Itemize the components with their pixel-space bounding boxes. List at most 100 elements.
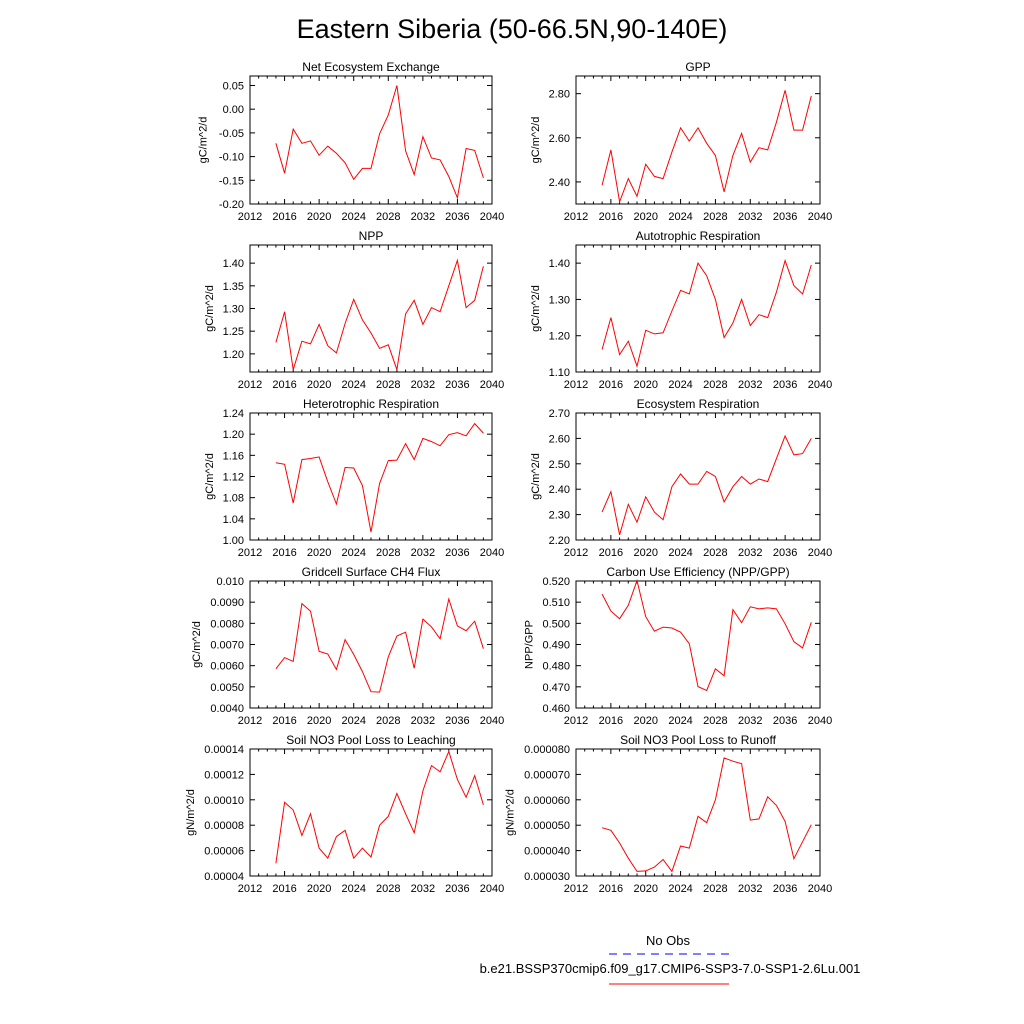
chart-panel: Heterotrophic Respiration 2012 2016 2020 202… bbox=[204, 397, 504, 559]
x-tick-label: 2032 bbox=[738, 715, 762, 727]
x-tick-label: 2028 bbox=[376, 211, 400, 223]
y-tick-label: 1.12 bbox=[223, 472, 244, 484]
x-tick-label: 2036 bbox=[445, 211, 469, 223]
x-tick-label: 2024 bbox=[341, 883, 365, 895]
x-tick-label: 2020 bbox=[633, 379, 657, 391]
y-tick-label: 0.000030 bbox=[524, 871, 570, 883]
chart-panel: Carbon Use Efficiency (NPP/GPP) 2012 2016 2… bbox=[524, 565, 833, 727]
series-line bbox=[275, 85, 484, 200]
x-tick-label: 2016 bbox=[272, 211, 296, 223]
x-tick-label: 2036 bbox=[773, 883, 797, 895]
chart-title: Heterotrophic Respiration bbox=[303, 397, 439, 411]
y-tick-label: 1.20 bbox=[549, 331, 570, 343]
x-tick-label: 2020 bbox=[307, 211, 331, 223]
x-tick-label: 2028 bbox=[376, 715, 400, 727]
x-tick-label: 2020 bbox=[633, 715, 657, 727]
x-tick-label: 2028 bbox=[703, 379, 727, 391]
x-tick-label: 2012 bbox=[564, 715, 588, 727]
x-tick-label: 2028 bbox=[376, 379, 400, 391]
x-tick-label: 2024 bbox=[341, 379, 365, 391]
y-tick-label: 0.00010 bbox=[204, 795, 244, 807]
x-tick-label: 2036 bbox=[773, 211, 797, 223]
y-tick-label: 0.00006 bbox=[204, 846, 244, 858]
x-tick-label: 2016 bbox=[599, 715, 623, 727]
x-tick-label: 2036 bbox=[445, 547, 469, 559]
x-tick-label: 2020 bbox=[307, 715, 331, 727]
y-axis-label: gC/m^2/d bbox=[204, 453, 216, 500]
y-tick-label: 1.25 bbox=[223, 326, 244, 338]
x-tick-label: 2040 bbox=[480, 211, 504, 223]
y-tick-label: 0.0070 bbox=[210, 640, 244, 652]
x-tick-label: 2032 bbox=[738, 547, 762, 559]
legend-label-no-obs: No Obs bbox=[645, 933, 691, 948]
chart-title: Soil NO3 Pool Loss to Runoff bbox=[620, 733, 777, 747]
x-tick-label: 2024 bbox=[668, 379, 692, 391]
chart-title: Carbon Use Efficiency (NPP/GPP) bbox=[606, 565, 789, 579]
series-line bbox=[601, 578, 812, 692]
chart-title: Soil NO3 Pool Loss to Leaching bbox=[286, 733, 455, 747]
x-tick-label: 2040 bbox=[808, 547, 832, 559]
x-tick-label: 2028 bbox=[703, 715, 727, 727]
x-tick-label: 2012 bbox=[238, 379, 262, 391]
y-tick-label: 1.08 bbox=[223, 493, 244, 505]
y-tick-label: 0.500 bbox=[542, 618, 570, 630]
y-axis-label: gC/m^2/d bbox=[530, 285, 542, 332]
x-tick-label: 2024 bbox=[341, 211, 365, 223]
y-tick-label: 0.00 bbox=[223, 104, 244, 116]
chart-panel: Autotrophic Respiration 2012 2016 2020 2024 2… bbox=[530, 229, 832, 391]
y-tick-label: 2.60 bbox=[549, 433, 570, 445]
x-tick-label: 2024 bbox=[668, 211, 692, 223]
y-tick-label: 0.000080 bbox=[524, 744, 570, 756]
x-tick-label: 2020 bbox=[307, 547, 331, 559]
x-tick-label: 2028 bbox=[703, 883, 727, 895]
chart-panel: GPP 2012 2016 2020 2024 2028 2032 2036 2040 2.40 2… bbox=[530, 60, 832, 223]
x-tick-label: 2016 bbox=[272, 379, 296, 391]
y-tick-label: 1.35 bbox=[223, 281, 244, 293]
x-tick-label: 2032 bbox=[738, 379, 762, 391]
x-tick-label: 2032 bbox=[411, 211, 435, 223]
x-tick-label: 2012 bbox=[238, 715, 262, 727]
x-tick-label: 2032 bbox=[738, 883, 762, 895]
x-tick-label: 2016 bbox=[599, 211, 623, 223]
y-axis-label: NPP/GPP bbox=[524, 620, 536, 669]
x-tick-label: 2012 bbox=[238, 883, 262, 895]
x-tick-label: 2040 bbox=[808, 211, 832, 223]
y-tick-label: 0.470 bbox=[542, 682, 570, 694]
x-tick-label: 2012 bbox=[238, 547, 262, 559]
y-tick-label: -0.10 bbox=[219, 152, 244, 164]
x-tick-label: 2028 bbox=[703, 547, 727, 559]
y-tick-label: 2.40 bbox=[549, 484, 570, 496]
x-tick-label: 2024 bbox=[668, 547, 692, 559]
y-tick-label: 1.20 bbox=[223, 349, 244, 361]
y-axis-label: gC/m^2/d bbox=[530, 453, 542, 500]
x-tick-label: 2020 bbox=[633, 883, 657, 895]
y-axis-label: gN/m^2/d bbox=[505, 789, 517, 836]
x-tick-label: 2012 bbox=[564, 883, 588, 895]
y-tick-label: 1.00 bbox=[223, 535, 244, 547]
plot-frame bbox=[575, 580, 821, 709]
y-tick-label: 2.80 bbox=[549, 89, 570, 101]
x-tick-label: 2024 bbox=[341, 547, 365, 559]
y-tick-label: 1.30 bbox=[549, 294, 570, 306]
y-tick-label: 1.16 bbox=[223, 450, 244, 462]
x-tick-label: 2040 bbox=[480, 715, 504, 727]
x-tick-label: 2012 bbox=[564, 547, 588, 559]
y-tick-label: 0.000060 bbox=[524, 795, 570, 807]
chart-title: Ecosystem Respiration bbox=[637, 397, 760, 411]
y-axis-label: gC/m^2/d bbox=[198, 117, 210, 164]
y-tick-label: 0.0050 bbox=[210, 682, 244, 694]
y-tick-label: 2.30 bbox=[549, 510, 570, 522]
y-tick-label: 1.04 bbox=[223, 514, 244, 526]
y-tick-label: 0.00012 bbox=[204, 769, 244, 781]
x-tick-label: 2016 bbox=[599, 547, 623, 559]
x-tick-label: 2012 bbox=[238, 211, 262, 223]
x-tick-label: 2036 bbox=[445, 379, 469, 391]
chart-title: Net Ecosystem Exchange bbox=[302, 60, 440, 74]
chart-panel: Ecosystem Respiration 2012 2016 2020 2024 202… bbox=[530, 397, 832, 559]
y-axis-label: gC/m^2/d bbox=[191, 621, 203, 668]
chart-panel: Soil NO3 Pool Loss to Runoff 2012 2016 2020… bbox=[505, 733, 833, 895]
plot-frame bbox=[249, 580, 493, 709]
x-tick-label: 2020 bbox=[633, 547, 657, 559]
y-tick-label: 0.000070 bbox=[524, 769, 570, 781]
legend-line-model-run bbox=[609, 983, 729, 985]
